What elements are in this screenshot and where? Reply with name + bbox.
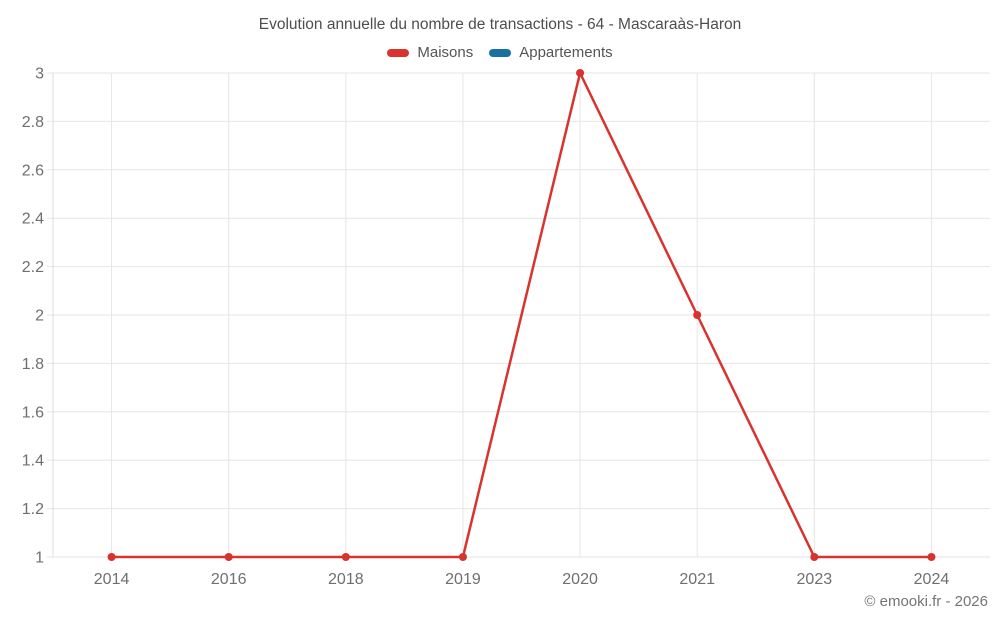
y-tick-label: 1.6 [22,404,44,421]
legend-swatch [489,48,512,57]
data-point[interactable] [576,69,585,77]
x-tick-label: 2016 [211,571,247,588]
data-point[interactable] [341,553,350,561]
data-point[interactable] [458,553,467,561]
y-tick-label: 1 [35,550,44,567]
y-tick-label: 2.2 [22,259,44,276]
y-tick-label: 2.6 [22,162,44,179]
legend-swatch [387,48,410,57]
y-tick-label: 2 [35,308,44,325]
x-tick-label: 2024 [914,571,950,588]
legend-item-label: Maisons [417,44,474,61]
x-tick-label: 2018 [328,571,364,588]
y-tick-label: 2.4 [22,211,44,228]
chart-title: Evolution annuelle du nombre de transact… [258,16,742,33]
legend-item-maisons[interactable]: Maisons [387,44,473,61]
y-tick-label: 2.8 [22,114,44,131]
data-point[interactable] [927,553,936,561]
y-tick-label: 1.4 [22,453,44,470]
x-tick-label: 2023 [797,571,833,588]
y-tick-label: 1.2 [22,501,44,518]
y-tick-label: 3 [35,66,44,83]
x-tick-label: 2020 [562,571,598,588]
x-tick-label: 2014 [94,571,130,588]
legend-item-label: Appartements [519,44,613,61]
data-point[interactable] [810,553,819,561]
data-point[interactable] [693,311,702,319]
chart-legend: Maisons Appartements [0,44,1000,61]
series-line-maisons [110,71,933,559]
x-tick-label: 2021 [679,571,715,588]
data-point[interactable] [107,553,116,561]
y-tick-label: 1.8 [22,356,44,373]
x-tick-label: 2019 [445,571,481,588]
footer-credit: © emooki.fr - 2026 [864,593,988,610]
legend-item-appartements[interactable]: Appartements [489,44,613,61]
data-point[interactable] [224,553,233,561]
